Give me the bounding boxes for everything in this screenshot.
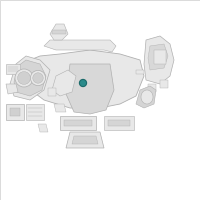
Circle shape	[33, 73, 43, 83]
Polygon shape	[136, 86, 156, 108]
Polygon shape	[154, 50, 166, 64]
Polygon shape	[104, 116, 134, 130]
Polygon shape	[50, 24, 68, 40]
Polygon shape	[14, 60, 46, 96]
Circle shape	[30, 70, 46, 86]
Polygon shape	[136, 70, 144, 74]
Polygon shape	[6, 84, 18, 94]
Polygon shape	[160, 80, 168, 88]
Polygon shape	[10, 56, 50, 100]
Polygon shape	[6, 64, 20, 74]
Polygon shape	[38, 124, 48, 132]
Polygon shape	[52, 70, 76, 96]
Polygon shape	[48, 88, 56, 96]
Ellipse shape	[141, 90, 153, 104]
Circle shape	[15, 69, 33, 87]
Circle shape	[18, 72, 30, 84]
Polygon shape	[108, 120, 130, 126]
Polygon shape	[144, 36, 174, 84]
Polygon shape	[66, 64, 114, 114]
Polygon shape	[66, 132, 104, 148]
Polygon shape	[64, 120, 92, 126]
Polygon shape	[6, 104, 24, 120]
Polygon shape	[148, 44, 168, 70]
Polygon shape	[54, 104, 66, 112]
Polygon shape	[26, 50, 144, 108]
Polygon shape	[72, 136, 98, 144]
Circle shape	[79, 79, 87, 87]
Polygon shape	[60, 116, 96, 130]
Polygon shape	[148, 84, 156, 92]
Polygon shape	[44, 40, 116, 52]
Polygon shape	[10, 108, 20, 116]
Polygon shape	[52, 30, 66, 34]
Polygon shape	[26, 104, 44, 120]
